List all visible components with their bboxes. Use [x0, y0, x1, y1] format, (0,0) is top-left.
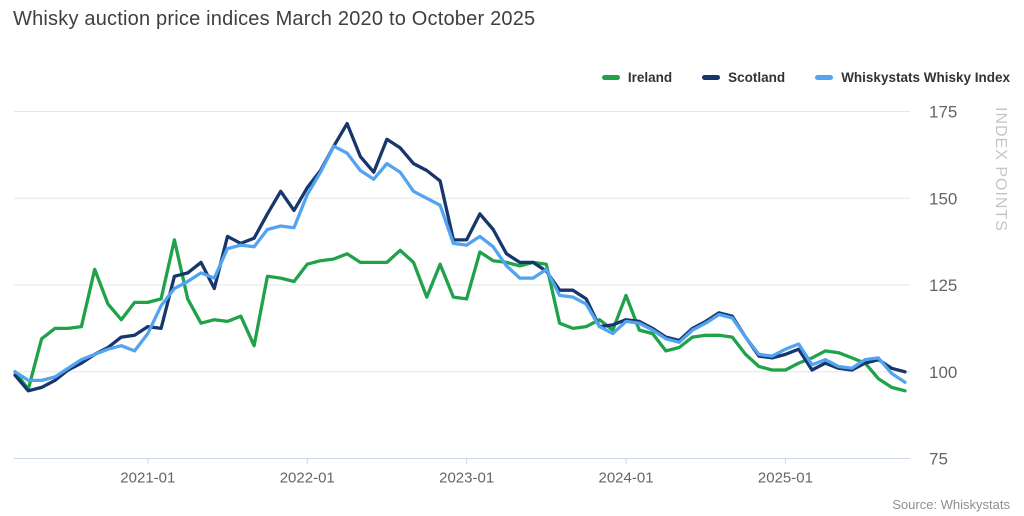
chart-legend: Ireland Scotland Whiskystats Whisky Inde… — [601, 70, 1010, 85]
y-tick-label-75: 75 — [929, 450, 948, 469]
x-tick-label-2022-01: 2022-01 — [280, 470, 335, 487]
legend-swatch-whiskystats — [815, 75, 834, 80]
x-tick-label-2021-01: 2021-01 — [120, 470, 175, 487]
x-tick-label-2025-01: 2025-01 — [758, 470, 813, 487]
y-axis-title: INDEX POINTS — [992, 107, 1009, 232]
y-tick-label-125: 125 — [929, 276, 957, 295]
y-tick-label-150: 150 — [929, 189, 957, 208]
source-credit: Source: Whiskystats — [892, 497, 1010, 512]
chart-title: Whisky auction price indices March 2020 … — [13, 8, 536, 30]
legend-label-whiskystats: Whiskystats Whisky Index — [841, 70, 1010, 85]
x-tick-label-2023-01: 2023-01 — [439, 470, 494, 487]
y-tick-label-175: 175 — [929, 103, 957, 122]
legend-swatch-ireland — [601, 75, 620, 80]
legend-item-whiskystats[interactable]: Whiskystats Whisky Index — [815, 70, 1010, 85]
x-tick-label-2024-01: 2024-01 — [599, 470, 654, 487]
legend-label-ireland: Ireland — [627, 70, 673, 85]
legend-item-ireland[interactable]: Ireland — [601, 70, 673, 85]
legend-label-scotland: Scotland — [728, 70, 786, 85]
y-tick-label-100: 100 — [929, 363, 957, 382]
legend-swatch-scotland — [702, 75, 721, 80]
series-line-scotland[interactable] — [13, 121, 907, 393]
series-line-whiskystats-whisky-index[interactable] — [13, 144, 907, 384]
legend-item-scotland[interactable]: Scotland — [702, 70, 785, 85]
series-line-ireland[interactable] — [13, 238, 907, 393]
